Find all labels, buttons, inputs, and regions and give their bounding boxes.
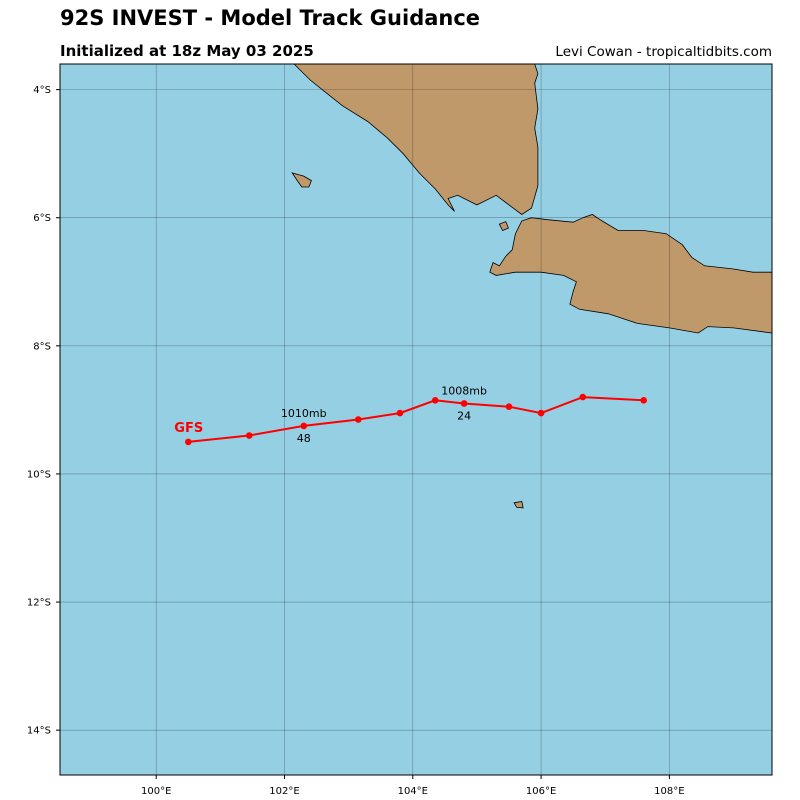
land-layer bbox=[291, 63, 773, 509]
gridlines bbox=[60, 64, 772, 775]
init-time-subtitle: Initialized at 18z May 03 2025 bbox=[60, 42, 314, 60]
track-model-label: GFS bbox=[174, 421, 203, 436]
track-point[interactable] bbox=[579, 393, 587, 401]
axis-ticks: 100°E 102°E 104°E 106°E 108°E 4°S 6°S 8°S 10°S 12… bbox=[27, 85, 685, 797]
land-sumatra bbox=[293, 63, 539, 215]
lon-tick-label: 104°E bbox=[398, 786, 428, 797]
track-point[interactable] bbox=[460, 400, 468, 407]
lat-tick-label: 6°S bbox=[33, 213, 51, 224]
page-title: 92S INVEST - Model Track Guidance bbox=[60, 6, 481, 30]
credit-text: Levi Cowan - tropicaltidbits.com bbox=[555, 44, 772, 60]
track-point[interactable] bbox=[300, 422, 308, 430]
pressure-label: 1008mb bbox=[441, 384, 487, 397]
track-point[interactable] bbox=[396, 409, 404, 417]
lat-tick-label: 12°S bbox=[27, 598, 51, 609]
lon-tick-label: 106°E bbox=[526, 786, 556, 797]
lon-tick-label: 102°E bbox=[269, 786, 299, 797]
track-point[interactable] bbox=[184, 438, 192, 446]
track-point[interactable] bbox=[640, 396, 648, 404]
land-krakatau bbox=[498, 221, 509, 232]
ocean bbox=[60, 64, 772, 775]
map-frame bbox=[59, 63, 773, 776]
track-layer: GFS 1008mb 24 1010mb 48 bbox=[174, 384, 648, 446]
lat-tick-label: 4°S bbox=[33, 85, 51, 96]
track-point[interactable] bbox=[354, 416, 362, 423]
land-enggano bbox=[291, 172, 312, 188]
lat-tick-label: 14°S bbox=[27, 726, 51, 737]
track-point[interactable] bbox=[245, 432, 253, 439]
forecast-hour-label: 48 bbox=[297, 432, 311, 445]
track-point[interactable] bbox=[505, 403, 513, 410]
lon-tick-label: 108°E bbox=[654, 786, 684, 797]
forecast-hour-label: 24 bbox=[457, 409, 471, 422]
lat-tick-label: 10°S bbox=[27, 469, 51, 480]
pressure-label: 1010mb bbox=[281, 407, 327, 420]
track-point[interactable] bbox=[537, 409, 545, 417]
lat-tick-label: 8°S bbox=[33, 341, 51, 352]
land-java bbox=[489, 214, 773, 334]
land-christmas-island bbox=[513, 501, 524, 509]
lon-tick-label: 100°E bbox=[141, 786, 171, 797]
track-point[interactable] bbox=[431, 396, 439, 404]
